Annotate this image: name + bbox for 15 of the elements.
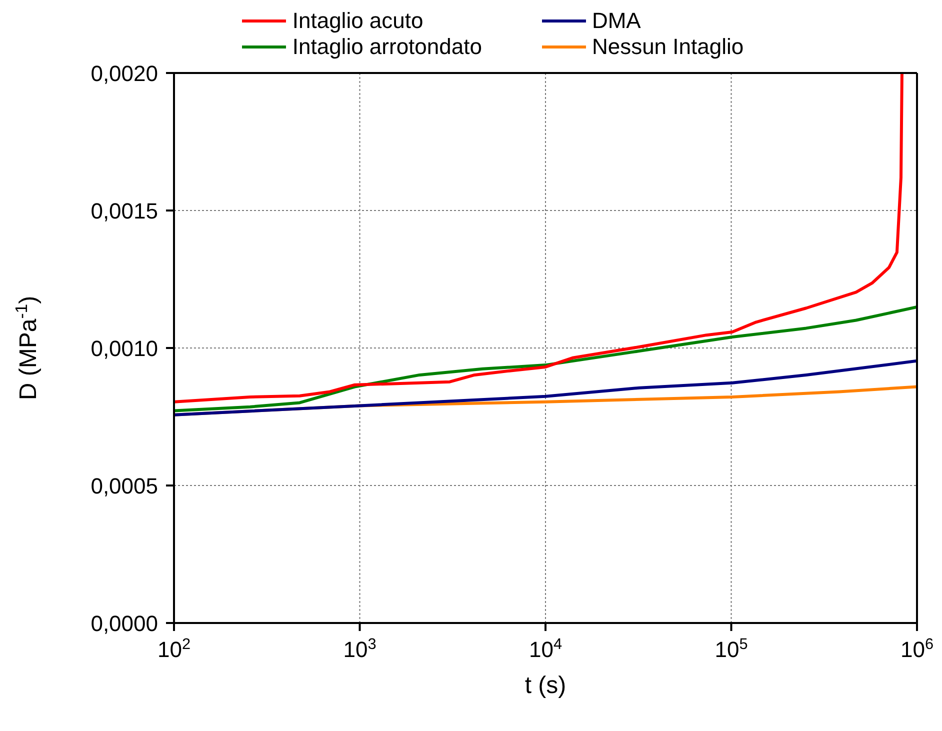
y-tick-label: 0,0005 <box>90 474 158 498</box>
y-tick-label: 0,0015 <box>90 198 158 224</box>
x-tick-label: 10$^{3}$ <box>343 636 376 662</box>
x-axis-title: t (s) <box>524 672 566 699</box>
legend-label: DMA <box>592 8 641 34</box>
legend-label: Intaglio acuto <box>292 8 424 34</box>
x-tick-label: 10$^{2}$ <box>157 636 191 662</box>
x-tick-label: 10$^{4}$ <box>528 636 562 662</box>
y-tick-label: 0,0010 <box>90 336 158 361</box>
y-tick-label: 0,0000 <box>90 611 158 636</box>
y-tick-label: 0,0020 <box>90 61 158 86</box>
x-tick-label: 10$^{6}$ <box>900 636 934 662</box>
legend-label: Nessun Intaglio <box>592 34 744 60</box>
x-tick-label: 10$^{5}$ <box>714 636 748 662</box>
legend-label: Intaglio arrotondato <box>292 34 482 60</box>
